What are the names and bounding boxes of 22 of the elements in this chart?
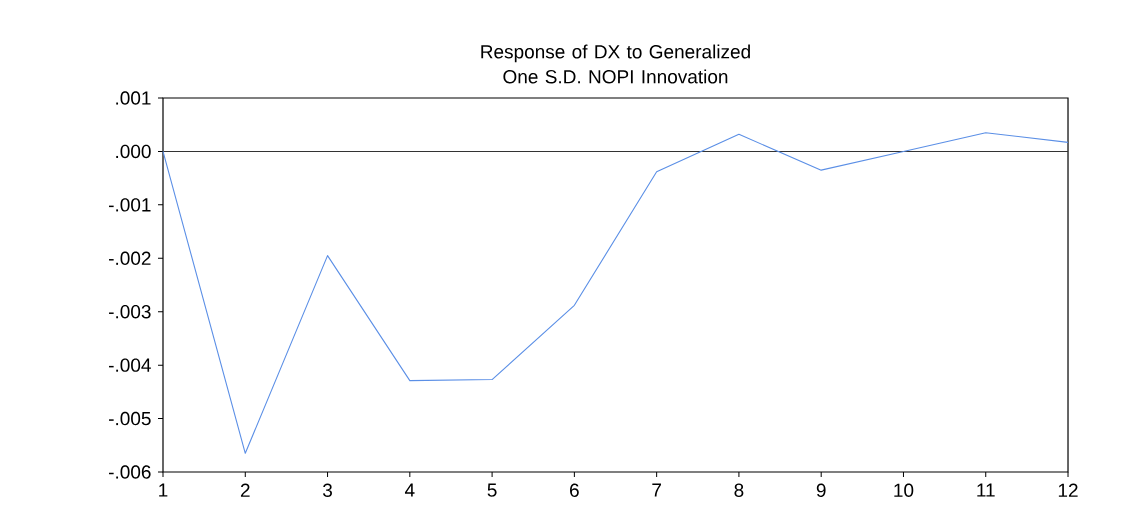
x-tick-label: 12 <box>1058 483 1078 497</box>
x-tick-label: 2 <box>240 483 250 497</box>
line-series <box>162 132 1069 454</box>
x-tick-label: 5 <box>487 483 497 497</box>
chart-title: Response of DX to Generalized One S.D. NOPI Innovation <box>481 44 750 84</box>
y-tick-label: .000 <box>116 144 151 159</box>
x-tick-label: 10 <box>894 483 914 497</box>
y-tick-label: -.006 <box>109 465 151 479</box>
y-tick-label: -.004 <box>109 358 151 372</box>
x-tick-label: 4 <box>404 483 415 497</box>
x-tick-label: 1 <box>159 483 168 497</box>
x-tick-label: 8 <box>734 483 744 497</box>
x-tick-label: 9 <box>816 483 826 497</box>
x-tick-label: 6 <box>570 483 579 497</box>
x-tick-label: 11 <box>977 483 995 497</box>
y-tick-label: -.005 <box>109 411 151 426</box>
y-tick-label: -.001 <box>109 198 151 212</box>
y-tick-label: .001 <box>116 91 151 105</box>
x-tick-label: 3 <box>322 483 332 497</box>
y-tick-label: -.003 <box>109 304 151 319</box>
y-tick-label: -.002 <box>109 251 151 266</box>
x-tick-label: 7 <box>652 483 661 497</box>
